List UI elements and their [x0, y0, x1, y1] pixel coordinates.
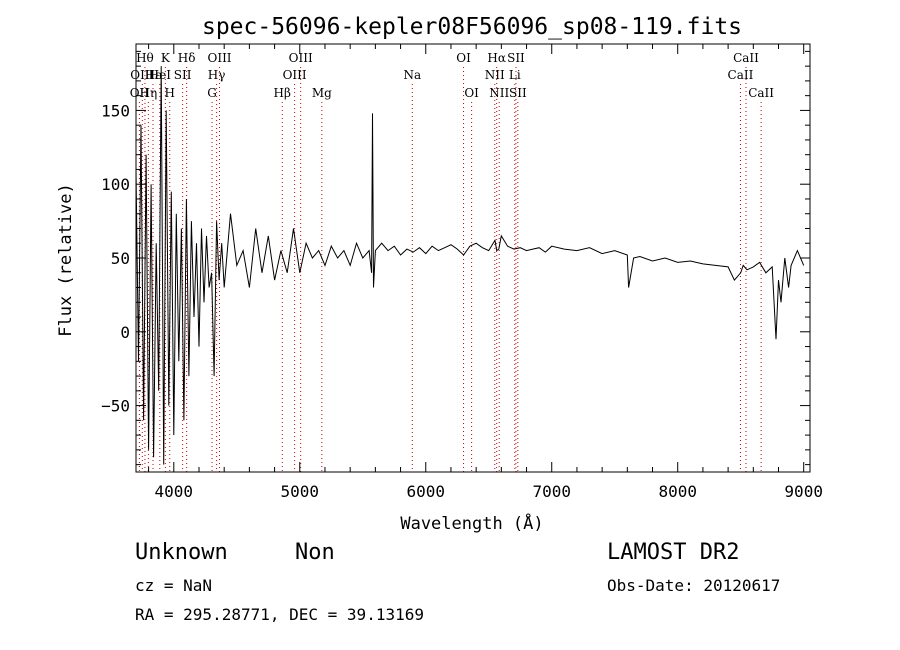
line-marker-label: Hη — [140, 86, 158, 100]
plot-frame — [135, 43, 811, 473]
x-tick-label: 6000 — [406, 482, 445, 501]
class-label: Unknown — [135, 540, 228, 565]
line-markers — [138, 67, 762, 472]
y-tick-label: 150 — [101, 101, 130, 120]
y-tick-label: 100 — [101, 175, 130, 194]
x-tick-label: 7000 — [532, 482, 571, 501]
subclass-label: Non — [295, 540, 335, 565]
chart-title: spec-56096-kepler08F56096_sp08-119.fits — [202, 14, 742, 40]
y-tick-label: −50 — [101, 397, 130, 416]
line-marker-label: K — [161, 51, 171, 65]
line-marker-label: H — [165, 86, 175, 100]
obs-date-label: Obs-Date: 20120617 — [607, 576, 781, 595]
y-axis: −50 0 50 100 150 — [101, 50, 810, 466]
line-marker-label: Na — [403, 68, 421, 82]
line-marker-label: G — [207, 86, 217, 100]
line-marker-label: Hε — [145, 68, 162, 82]
redshift-label: cz = NaN — [135, 576, 213, 595]
line-marker-label: OIII — [283, 68, 307, 82]
line-marker-label: Hβ — [274, 86, 291, 100]
line-marker-label: Hθ — [136, 51, 154, 65]
line-marker-label: OIII — [207, 51, 231, 65]
line-marker-label: CaII — [728, 68, 754, 82]
survey-label: LAMOST DR2 — [607, 540, 740, 565]
line-marker-label: OI — [464, 86, 479, 100]
line-marker-label: CaII — [748, 86, 774, 100]
line-marker-labels: OIIOIIIHθHηHεHeIKHSIIHδGHγOIIIHβOIIIOIII… — [130, 51, 775, 100]
x-axis: 4000 5000 6000 7000 8000 9000 — [148, 44, 823, 501]
line-marker-label: Hγ — [208, 68, 226, 82]
line-marker-label: SII — [507, 51, 525, 65]
x-tick-label: 5000 — [281, 482, 320, 501]
y-tick-label: 0 — [120, 323, 130, 342]
line-marker-label: SII — [174, 68, 192, 82]
line-marker-label: Mg — [312, 86, 332, 100]
line-marker-label: Hδ — [178, 51, 196, 65]
line-marker-label: HeI — [149, 68, 172, 82]
line-marker-label: SII — [509, 86, 527, 100]
line-marker-label: NII — [489, 86, 509, 100]
line-marker-label: Li — [509, 68, 521, 82]
line-marker-label: CaII — [733, 51, 759, 65]
y-axis-label: Flux (relative) — [56, 183, 76, 337]
line-marker-label: Hα — [487, 51, 506, 65]
line-marker-label: OI — [456, 51, 471, 65]
spectrum-line — [135, 66, 805, 465]
line-marker-label: NII — [485, 68, 505, 82]
x-tick-label: 8000 — [658, 482, 697, 501]
x-tick-label: 9000 — [784, 482, 823, 501]
line-marker-label: OIII — [289, 51, 313, 65]
x-tick-label: 4000 — [155, 482, 194, 501]
coordinates-label: RA = 295.28771, DEC = 39.13169 — [135, 605, 424, 624]
y-tick-label: 50 — [111, 249, 130, 268]
line-marker-label: OII — [130, 86, 150, 100]
x-axis-label: Wavelength (Å) — [400, 512, 543, 534]
